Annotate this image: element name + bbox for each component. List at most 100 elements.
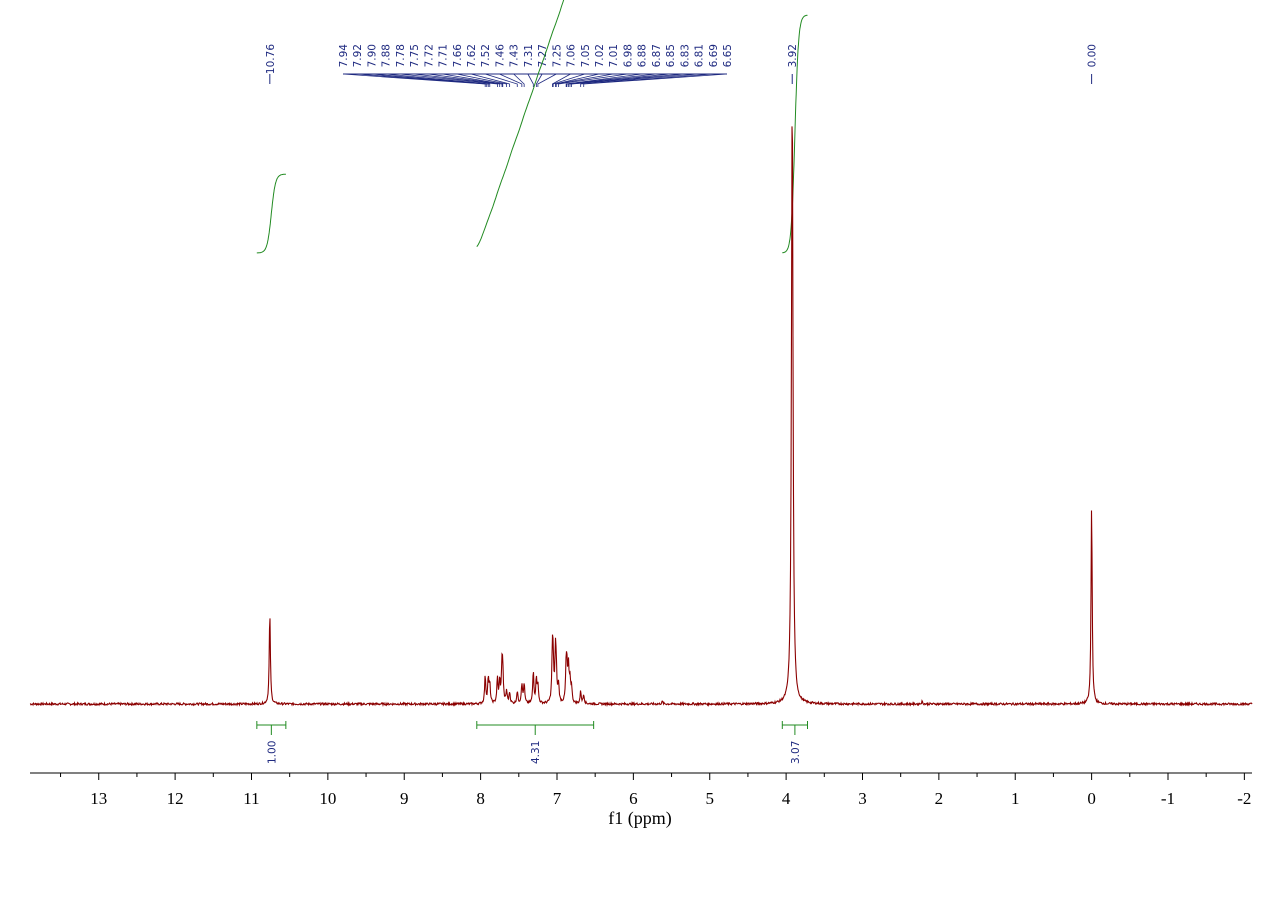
- peak-label: 7.66: [452, 44, 464, 68]
- peak-label-text: 7.94: [338, 44, 350, 68]
- peak-label: 7.90: [366, 44, 378, 67]
- peak-label-text: 6.81: [694, 44, 706, 67]
- peak-label-leader: [535, 73, 543, 87]
- peak-label-text: 7.90: [366, 44, 378, 67]
- peak-label-text: 7.43: [509, 44, 521, 67]
- peak-label-leader: [442, 73, 504, 87]
- peak-label: 3.92: [787, 44, 799, 67]
- peak-label: 7.25: [551, 44, 563, 67]
- peak-label-text: 6.85: [665, 44, 677, 67]
- peak-label-leader: [558, 73, 628, 87]
- peak-label: 6.87: [651, 44, 663, 67]
- x-tick-label: 7: [553, 789, 562, 808]
- x-tick-label: 10: [319, 789, 336, 808]
- x-tick-label: 12: [167, 789, 184, 808]
- peak-label: 7.71: [438, 44, 450, 67]
- peak-label: 6.85: [665, 44, 677, 67]
- peak-label-text: 7.52: [480, 44, 492, 67]
- peak-label: 0.00: [1087, 44, 1099, 67]
- peak-label: 7.75: [409, 44, 421, 67]
- peak-label: 7.06: [566, 44, 578, 68]
- peak-label-text: 7.75: [409, 44, 421, 67]
- x-axis: 13 12 11 10 9 8 7 6 5 4 3 2 1 0 -1 -2: [30, 772, 1252, 808]
- peak-label: 7.94: [338, 44, 350, 68]
- peak-label-text: 7.88: [381, 44, 393, 67]
- peak-label: 7.88: [381, 44, 393, 67]
- x-tick-label: 9: [400, 789, 409, 808]
- peak-label-group: 10.76 3.92 0.007.94 7.92 7.90 7.88 7.78 7.75 7.7…: [265, 44, 1099, 87]
- peak-label: 6.65: [722, 44, 734, 67]
- peak-label: 7.31: [523, 44, 535, 67]
- peak-label-text: 7.62: [466, 44, 478, 67]
- peak-label-leader: [485, 73, 518, 87]
- peak-label-text: 6.98: [622, 44, 634, 67]
- x-tick-label: -1: [1161, 789, 1175, 808]
- peak-label-leader: [555, 73, 614, 87]
- peak-label: 7.78: [395, 44, 407, 67]
- peak-label: 7.46: [494, 44, 506, 68]
- peak-label: 7.92: [352, 44, 364, 67]
- peak-label-text: 6.88: [637, 44, 649, 67]
- peak-label-leader: [537, 73, 557, 87]
- peak-label-text: 7.02: [594, 44, 606, 67]
- x-tick-label: 4: [782, 789, 791, 808]
- peak-label: 6.83: [679, 44, 691, 67]
- peak-label: 7.62: [466, 44, 478, 67]
- peak-label-leader: [552, 73, 571, 87]
- integral-bar-group: 1.00 4.31 3.07: [256, 721, 808, 764]
- peak-label-leader: [580, 73, 713, 87]
- integral-curve: [476, 0, 565, 247]
- spectrum-line: [29, 126, 1253, 708]
- x-axis-title: f1 (ppm): [608, 808, 671, 829]
- peak-label-text: 6.69: [708, 44, 720, 67]
- peak-label-text: 6.83: [679, 44, 691, 67]
- peak-label-leader: [499, 73, 523, 87]
- peak-label: 10.76: [265, 44, 277, 74]
- peak-label: 7.52: [480, 44, 492, 67]
- peak-label-text: 7.92: [352, 44, 364, 67]
- peak-label-leader: [527, 73, 534, 87]
- integral-curve-group: [256, 0, 808, 254]
- peak-label-text: 7.31: [523, 44, 535, 67]
- peak-label: 7.43: [509, 44, 521, 67]
- peak-label: 7.05: [580, 44, 592, 67]
- peak-label-text: 7.01: [608, 44, 620, 67]
- integral-curve: [782, 14, 808, 254]
- peak-label-text: 6.87: [651, 44, 663, 67]
- peak-label-text: 7.25: [551, 44, 563, 67]
- peak-label: 6.81: [694, 44, 706, 67]
- peak-label-text: 7.78: [395, 44, 407, 67]
- peak-label: 6.88: [637, 44, 649, 67]
- peak-label: 7.02: [594, 44, 606, 67]
- peak-label: 7.01: [608, 44, 620, 67]
- x-tick-label: 13: [90, 789, 107, 808]
- peak-label-text: 7.71: [438, 44, 450, 67]
- x-tick-label: 0: [1087, 789, 1096, 808]
- x-tick-label: 8: [476, 789, 485, 808]
- peak-label-leader: [568, 73, 671, 87]
- peak-label-leader: [565, 73, 642, 87]
- peak-label: 6.69: [708, 44, 720, 67]
- x-tick-label: 1: [1011, 789, 1020, 808]
- peak-label-leader: [456, 73, 507, 87]
- peak-label-leader: [583, 73, 728, 87]
- peak-label-text: 6.65: [722, 44, 734, 67]
- peak-label-text: 7.27: [537, 44, 549, 67]
- peak-label-text: 7.46: [494, 44, 506, 68]
- peak-label-leader: [513, 73, 525, 87]
- peak-label-text: 10.76: [265, 44, 277, 74]
- integral-value-label: 1.00: [266, 741, 278, 764]
- x-tick-label: 5: [705, 789, 714, 808]
- x-tick-label: 6: [629, 789, 638, 808]
- peak-label-leader: [571, 73, 699, 87]
- peak-label-text: 3.92: [787, 44, 799, 67]
- x-tick-label: -2: [1237, 789, 1251, 808]
- peak-label-text: 7.06: [566, 44, 578, 68]
- x-tick-label: 11: [243, 789, 259, 808]
- peak-label: 7.27: [537, 44, 549, 67]
- integral-value-label: 4.31: [530, 741, 542, 764]
- peak-label-leader: [569, 73, 685, 87]
- peak-label-text: 7.72: [423, 44, 435, 67]
- integral-value-label: 3.07: [790, 741, 802, 764]
